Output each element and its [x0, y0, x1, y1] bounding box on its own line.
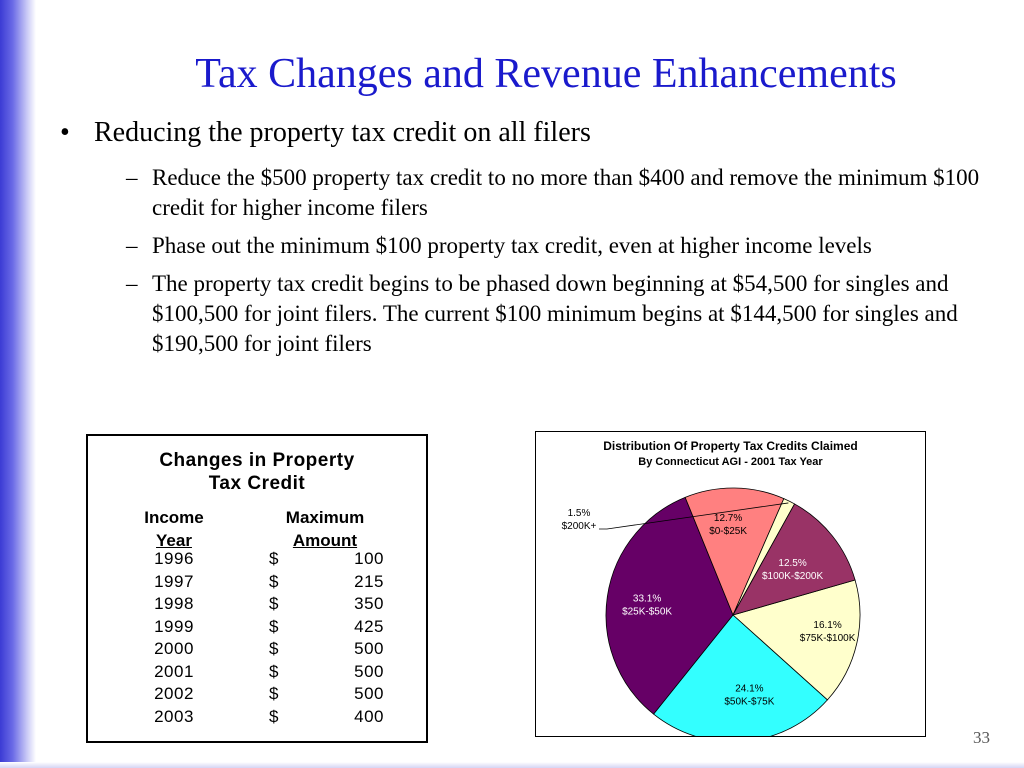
pie-category-label: $200K+	[562, 521, 597, 532]
sub-bullet-2: – Phase out the minimum $100 property ta…	[126, 231, 986, 261]
pie-slice-0-25k	[684, 487, 785, 617]
table-row: 2002 $500	[88, 684, 426, 707]
table-cell-year: 2002	[154, 684, 194, 703]
table-cell-amount: 100	[354, 549, 384, 568]
table-cell-currency: $	[269, 594, 279, 613]
col-year-head-top: Income	[144, 508, 204, 527]
table-cell-amount: 500	[354, 661, 384, 681]
table-cell-currency: $	[269, 571, 279, 591]
col-amount-head-top: Maximum	[285, 508, 365, 527]
table-cell-year: 1999	[154, 616, 194, 636]
sub-bullet-dash: –	[126, 233, 138, 258]
bullet-dot: •	[60, 117, 70, 148]
table-cell-amount: 500	[354, 684, 384, 703]
sub-bullet-dash: –	[126, 165, 138, 190]
table-title: Changes in Property Tax Credit	[159, 450, 355, 494]
property-tax-credit-table: Changes in Property Tax Credit Income Ye…	[86, 434, 428, 743]
sub-bullet-text: Phase out the minimum $100 property tax …	[152, 233, 872, 258]
main-bullet-text: Reducing the property tax credit on all …	[94, 117, 591, 148]
table-cell-currency: $	[269, 706, 279, 726]
table-col-year-header: Income Year	[124, 506, 224, 552]
pie-chart: 16.1% $75K-$100K 24.1% $50K-$75K 33.1% $25K-$…	[562, 487, 861, 736]
table-cell-year: 1996	[154, 549, 194, 568]
table-row: 2000 $500	[88, 639, 426, 662]
table-cell-amount: 215	[354, 571, 384, 591]
pie-category-label: $75K-$100K	[800, 633, 856, 644]
table-cell-amount: 500	[354, 639, 384, 658]
table-cell-year: 2001	[154, 661, 194, 681]
page-number: 33	[973, 728, 990, 747]
table-row: 1996 $100	[88, 549, 426, 572]
col-year-head-bottom: Year	[156, 531, 192, 550]
pie-slice-25k-50k	[605, 496, 734, 715]
sub-bullet-text: The property tax credit begins to be pha…	[152, 271, 958, 356]
pie-category-label: $100K-$200K	[762, 571, 823, 582]
chart-subtitle: By Connecticut AGI - 2001 Tax Year	[638, 456, 823, 468]
table-cell-currency: $	[269, 661, 279, 681]
table-row: 2003 $400	[88, 707, 426, 730]
table-cell-currency: $	[269, 684, 279, 703]
table-cell-amount: 425	[354, 616, 384, 636]
table-cell-year: 1997	[154, 571, 194, 591]
pie-category-label: $0-$25K	[709, 526, 747, 537]
sub-bullet-list: – Reduce the $500 property tax credit to…	[126, 163, 986, 367]
pie-chart-panel: Distribution Of Property Tax Credits Cla…	[535, 431, 926, 737]
table-cell-amount: 400	[354, 706, 384, 726]
pie-slice-50k-75k	[652, 614, 829, 736]
pie-leader-line	[599, 502, 789, 530]
slide-left-accent-bar	[0, 0, 36, 768]
sub-bullet-1: – Reduce the $500 property tax credit to…	[126, 163, 986, 223]
pie-percent-label: 12.5%	[778, 558, 806, 569]
table-rows: 1996 $100 1997 $215 1998 $350 1999 $425 2000 $500…	[88, 549, 426, 729]
table-row: 1999 $425	[88, 617, 426, 640]
sub-bullet-text: Reduce the $500 property tax credit to n…	[152, 165, 980, 220]
table-col-amount-header: Maximum Amount	[260, 506, 390, 552]
pie-percent-label: 33.1%	[633, 594, 661, 605]
slide-bottom-strip	[0, 762, 1024, 768]
table-cell-year: 2000	[154, 639, 194, 658]
chart-title: Distribution Of Property Tax Credits Cla…	[603, 439, 858, 453]
table-row: 1998 $350	[88, 594, 426, 617]
table-cell-amount: 350	[354, 594, 384, 613]
pie-percent-label: 24.1%	[735, 684, 763, 695]
table-cell-currency: $	[269, 549, 279, 568]
table-cell-currency: $	[269, 616, 279, 636]
pie-slice-75k-100k	[732, 579, 861, 701]
pie-percent-label: 12.7%	[714, 513, 742, 524]
table-row: 1997 $215	[88, 572, 426, 595]
table-cell-year: 1998	[154, 594, 194, 613]
table-row: 2001 $500	[88, 662, 426, 685]
sub-bullet-3: – The property tax credit begins to be p…	[126, 269, 986, 359]
slide-title: Tax Changes and Revenue Enhancements	[195, 51, 897, 97]
pie-category-label: $50K-$75K	[724, 697, 774, 708]
pie-slice-100k-200k	[732, 503, 856, 616]
main-bullet: • Reducing the property tax credit on al…	[60, 117, 960, 149]
table-cell-currency: $	[269, 639, 279, 658]
pie-category-label: $25K-$50K	[622, 607, 672, 618]
sub-bullet-dash: –	[126, 271, 138, 296]
table-cell-year: 2003	[154, 706, 194, 726]
pie-percent-label: 1.5%	[568, 508, 591, 519]
pie-percent-label: 16.1%	[813, 620, 841, 631]
col-amount-head-bottom: Amount	[292, 531, 358, 550]
